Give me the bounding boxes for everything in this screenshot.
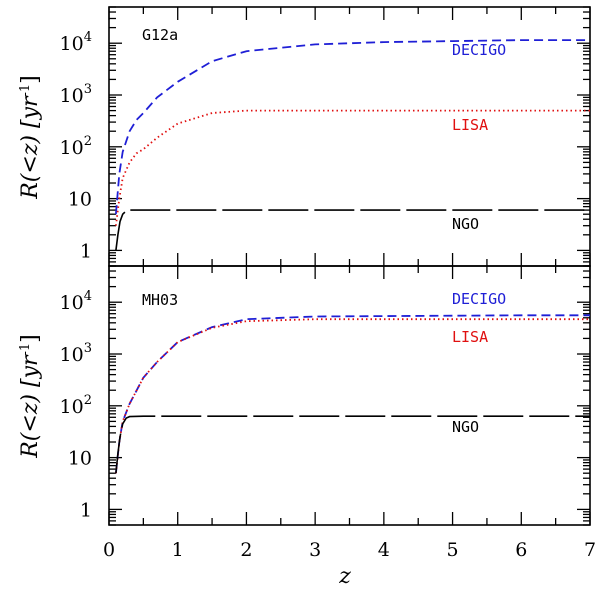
x-tick-label: 6: [515, 539, 527, 561]
series-label-ngo: NGO: [452, 215, 479, 233]
series-lisa-line: [115, 109, 590, 226]
y-tick-labels: 1 10 102 103 104: [60, 30, 92, 262]
x-axis-title: z: [338, 564, 351, 589]
series-ngo-line: [115, 415, 590, 474]
y-axis-title-base: R(<z) [yr: [18, 95, 43, 200]
y-axis-title-close: ]: [18, 75, 43, 84]
panel-label: G12a: [142, 26, 178, 44]
y-tick-label: 104: [60, 30, 92, 55]
x-tick-label: 1: [172, 539, 184, 561]
x-tick-labels: 0 1 2 3 4 5 6 7: [103, 539, 596, 561]
tick-marks: [108, 6, 591, 267]
x-tick-label: 4: [378, 539, 390, 561]
y-tick-label: 104: [60, 289, 92, 314]
panel-frame: [108, 6, 591, 267]
series-decigo-line: [115, 314, 590, 474]
y-axis-title-exp: -1: [18, 343, 33, 356]
y-tick-label: 103: [60, 341, 92, 366]
y-tick-label: 1: [80, 240, 92, 262]
series-lisa-line: [115, 318, 590, 474]
x-tick-label: 0: [103, 539, 115, 561]
x-tick-label: 5: [447, 539, 459, 561]
tick-marks: [108, 265, 591, 526]
curves: [115, 39, 590, 251]
x-tick-label: 7: [584, 539, 596, 561]
y-tick-label: 10: [68, 189, 92, 211]
y-axis-title: R(<z) [yr-1]: [18, 75, 43, 200]
y-axis-title-close: ]: [18, 334, 43, 343]
y-tick-label: 102: [60, 134, 92, 159]
y-tick-labels: 1 10 102 103 104: [60, 289, 92, 521]
panel-label: MH03: [142, 291, 178, 309]
series-label-lisa: LISA: [452, 116, 488, 134]
y-tick-label: 10: [68, 448, 92, 470]
series-label-decigo: DECIGO: [452, 41, 506, 59]
y-tick-label: 1: [80, 499, 92, 521]
y-tick-label: 102: [60, 393, 92, 418]
x-tick-label: 2: [240, 539, 252, 561]
y-tick-label: 103: [60, 82, 92, 107]
series-label-ngo: NGO: [452, 418, 479, 436]
series-ngo-line: [115, 209, 590, 251]
y-axis-title-base: R(<z) [yr: [18, 354, 43, 459]
series-decigo-line: [115, 39, 590, 215]
curves: [115, 314, 590, 474]
series-label-decigo: DECIGO: [452, 290, 506, 308]
panel-mh03: 1 10 102 103 104 MH03 DECIGO LISA NGO R(<z) …: [18, 265, 591, 526]
panel-g12a: 1 10 102 103 104 G12a DECIGO LISA NGO R(<z) …: [18, 6, 591, 267]
x-tick-label: 3: [309, 539, 321, 561]
y-axis-title: R(<z) [yr-1]: [18, 334, 43, 459]
panel-frame: [108, 265, 591, 526]
series-label-lisa: LISA: [452, 328, 488, 346]
y-axis-title-exp: -1: [18, 84, 33, 97]
